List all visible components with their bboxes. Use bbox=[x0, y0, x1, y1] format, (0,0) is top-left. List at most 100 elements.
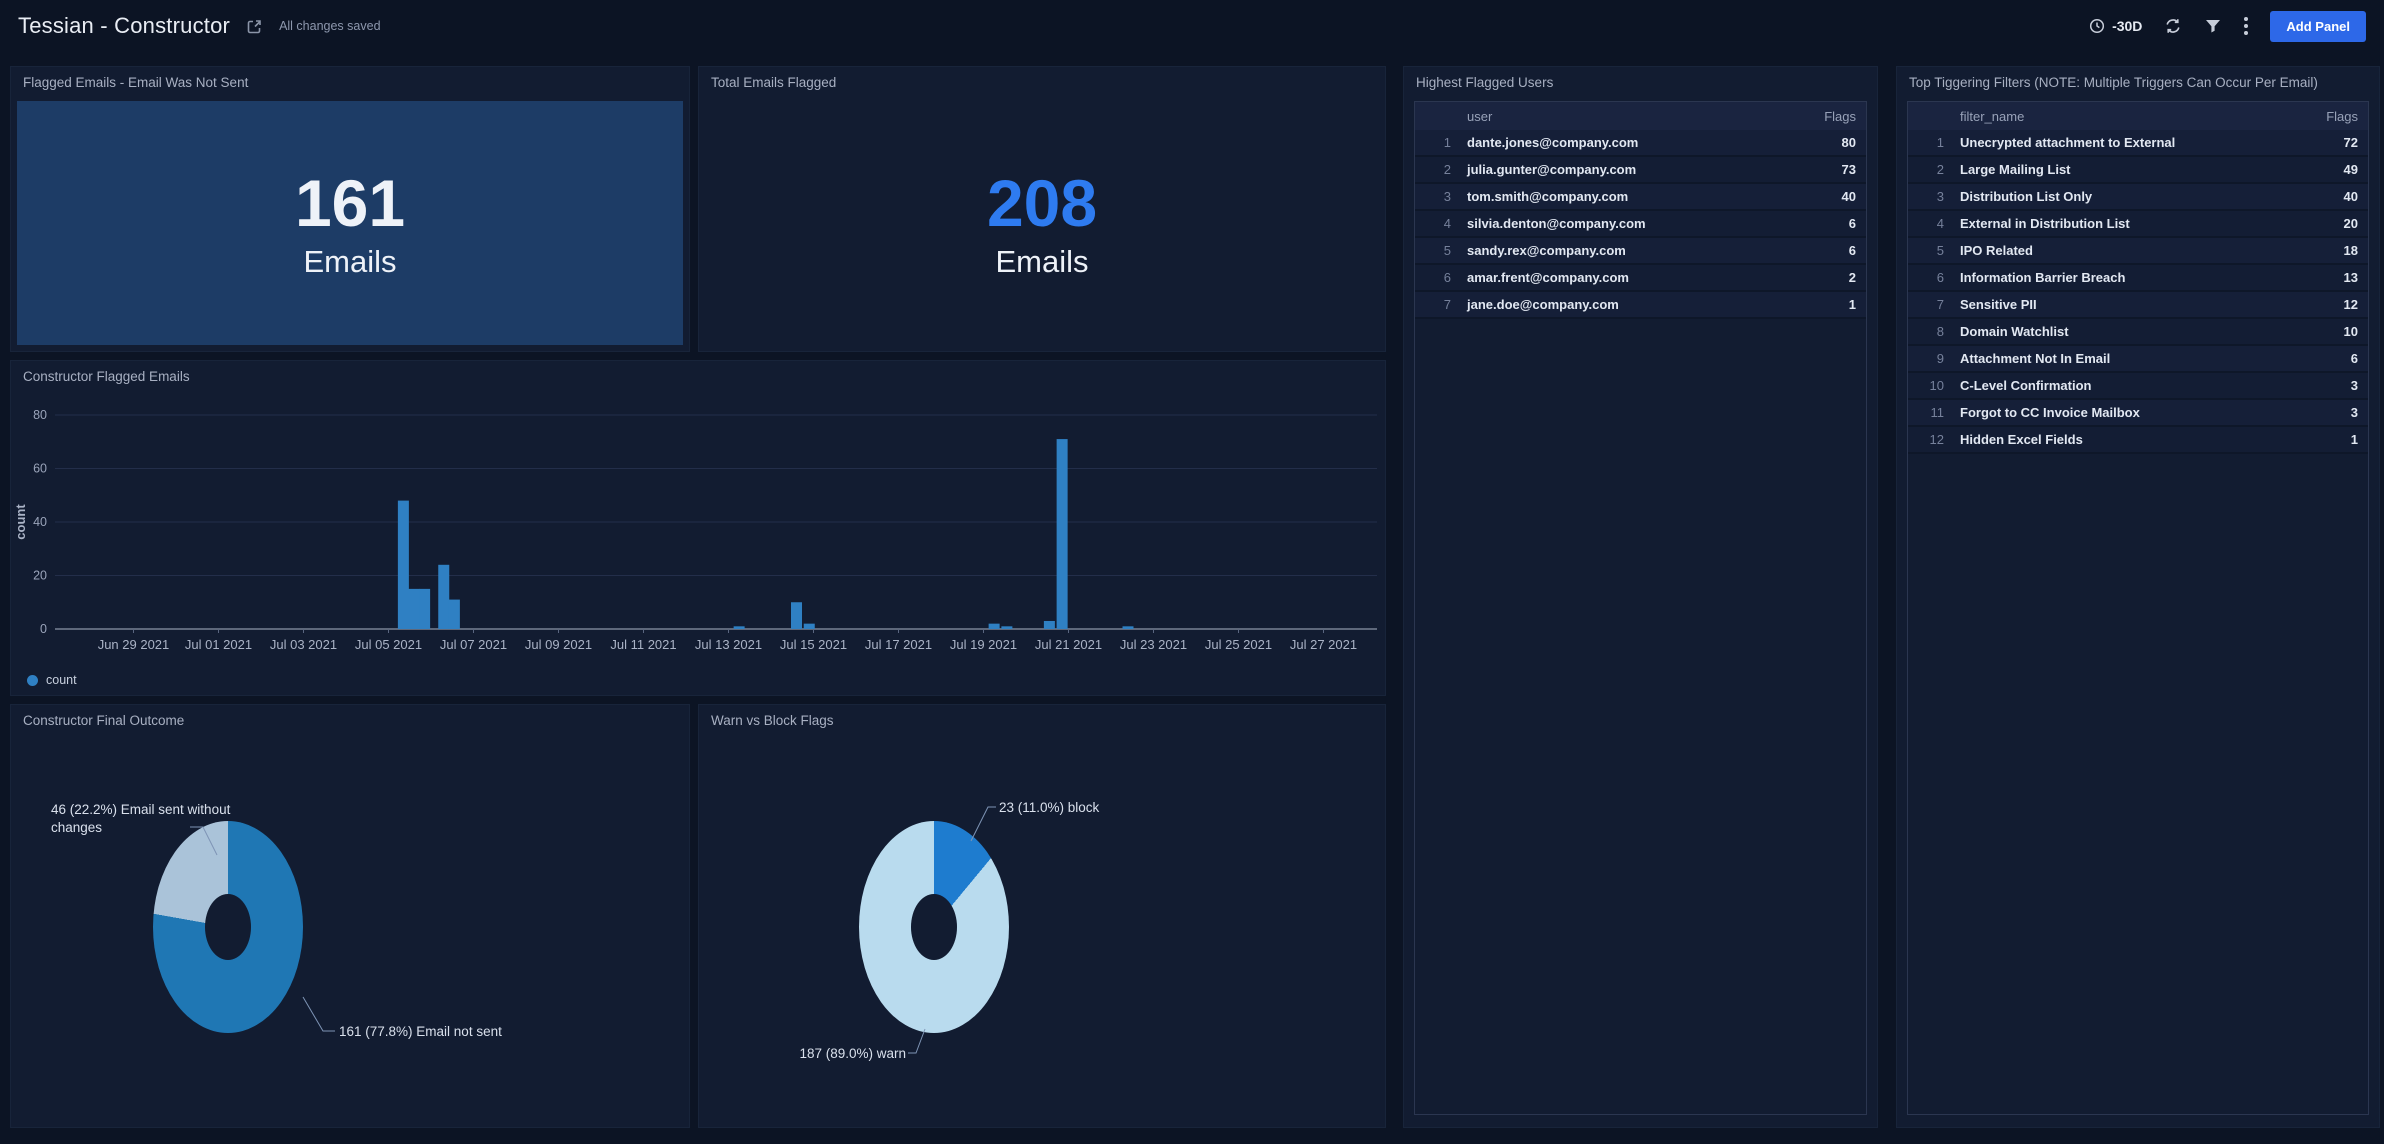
top-bar: Tessian - Constructor All changes saved … bbox=[0, 0, 2384, 52]
svg-text:Jul 07 2021: Jul 07 2021 bbox=[440, 637, 507, 652]
warn-block-donut-chart[interactable] bbox=[859, 821, 1009, 1033]
column-header-flags[interactable]: Flags bbox=[1796, 102, 1866, 130]
cell-flags: 3 bbox=[2298, 399, 2368, 427]
svg-text:Jul 09 2021: Jul 09 2021 bbox=[525, 637, 592, 652]
stat-value: 208 bbox=[986, 165, 1098, 240]
column-header-flags[interactable]: Flags bbox=[2298, 102, 2368, 130]
cell-flags: 18 bbox=[2298, 237, 2368, 265]
panel-constructor-flagged-emails: Constructor Flagged Emails 0 20 40 60 80 Jun … bbox=[10, 360, 1386, 696]
table-row: 5 sandy.rex@company.com 6 bbox=[1415, 237, 1866, 265]
legend-item-count[interactable]: count bbox=[27, 673, 77, 687]
stat-total-flagged: 208 Emails bbox=[705, 101, 1379, 345]
panel-title[interactable]: Constructor Final Outcome bbox=[23, 713, 185, 728]
callout-lines bbox=[190, 826, 335, 1032]
cell-flags: 13 bbox=[2298, 264, 2368, 292]
cell-idx: 7 bbox=[1908, 291, 1952, 319]
cell-flags: 1 bbox=[1796, 291, 1866, 319]
time-range-label: -30D bbox=[2112, 18, 2143, 34]
panel-title[interactable]: Warn vs Block Flags bbox=[711, 713, 834, 728]
stat-unit: Emails bbox=[303, 243, 397, 279]
kebab-menu-icon[interactable] bbox=[2244, 17, 2249, 35]
time-range-picker[interactable]: -30D bbox=[2089, 18, 2142, 34]
svg-text:Jul 21 2021: Jul 21 2021 bbox=[1035, 637, 1102, 652]
cell-flags: 6 bbox=[1796, 210, 1866, 238]
stat-unit: Emails bbox=[995, 243, 1089, 279]
table-row: 6 Information Barrier Breach 13 bbox=[1908, 264, 2368, 292]
cell-idx: 2 bbox=[1415, 156, 1459, 184]
cell-name: Attachment Not In Email bbox=[1952, 345, 2298, 373]
cell-flags: 20 bbox=[2298, 210, 2368, 238]
table-row: 2 Large Mailing List 49 bbox=[1908, 156, 2368, 184]
cell-flags: 3 bbox=[2298, 372, 2368, 400]
table-row: 1 Unecrypted attachment to External 72 bbox=[1908, 130, 2368, 157]
cell-idx: 2 bbox=[1908, 156, 1952, 184]
panel-title[interactable]: Total Emails Flagged bbox=[711, 75, 837, 90]
svg-text:Jul 03 2021: Jul 03 2021 bbox=[270, 637, 337, 652]
svg-text:20: 20 bbox=[33, 569, 47, 583]
cell-name: Forgot to CC Invoice Mailbox bbox=[1952, 399, 2298, 427]
dashboard-title: Tessian - Constructor bbox=[18, 13, 231, 38]
svg-text:Jul 01 2021: Jul 01 2021 bbox=[185, 637, 252, 652]
table-row: 8 Domain Watchlist 10 bbox=[1908, 318, 2368, 346]
cell-idx: 6 bbox=[1415, 264, 1459, 292]
cell-flags: 49 bbox=[2298, 156, 2368, 184]
cell-flags: 73 bbox=[1796, 156, 1866, 184]
svg-text:Jul 19 2021: Jul 19 2021 bbox=[950, 637, 1017, 652]
svg-text:Jul 17 2021: Jul 17 2021 bbox=[865, 637, 932, 652]
table-row: 4 silvia.denton@company.com 6 bbox=[1415, 210, 1866, 238]
cell-name: dante.jones@company.com bbox=[1459, 130, 1796, 157]
table-row: 4 External in Distribution List 20 bbox=[1908, 210, 2368, 238]
donut-hole bbox=[205, 894, 251, 960]
cell-idx: 6 bbox=[1908, 264, 1952, 292]
legend-label: count bbox=[46, 673, 77, 687]
cell-name: Domain Watchlist bbox=[1952, 318, 2298, 346]
cell-flags: 40 bbox=[2298, 183, 2368, 211]
cell-idx: 12 bbox=[1908, 426, 1952, 454]
panel-constructor-final-outcome: Constructor Final Outcome 46 (22.2%) Ema… bbox=[10, 704, 690, 1128]
cell-name: julia.gunter@company.com bbox=[1459, 156, 1796, 184]
filter-icon[interactable] bbox=[2204, 17, 2222, 35]
cell-name: amar.frent@company.com bbox=[1459, 264, 1796, 292]
cell-name: sandy.rex@company.com bbox=[1459, 237, 1796, 265]
table-row: 7 jane.doe@company.com 1 bbox=[1415, 291, 1866, 319]
share-icon[interactable] bbox=[246, 18, 263, 35]
panel-title[interactable]: Highest Flagged Users bbox=[1416, 75, 1554, 90]
column-header-user[interactable]: user bbox=[1459, 102, 1796, 130]
stat-flagged-not-sent: 161 Emails bbox=[17, 101, 683, 345]
table-row: 9 Attachment Not In Email 6 bbox=[1908, 345, 2368, 373]
cell-flags: 1 bbox=[2298, 426, 2368, 454]
final-outcome-donut-chart[interactable] bbox=[153, 821, 303, 1033]
cell-name: Unecrypted attachment to External bbox=[1952, 130, 2298, 157]
table-row: 6 amar.frent@company.com 2 bbox=[1415, 264, 1866, 292]
panel-title[interactable]: Top Tiggering Filters (NOTE: Multiple Tr… bbox=[1909, 75, 2318, 90]
cell-flags: 40 bbox=[1796, 183, 1866, 211]
cell-name: Hidden Excel Fields bbox=[1952, 426, 2298, 454]
pie-label-warn: 187 (89.0%) warn bbox=[799, 1046, 906, 1061]
table-row: 3 Distribution List Only 40 bbox=[1908, 183, 2368, 211]
pie-label-not-sent: 161 (77.8%) Email not sent bbox=[339, 1024, 502, 1039]
pie-label-block: 23 (11.0%) block bbox=[999, 800, 1100, 815]
svg-text:Jul 25 2021: Jul 25 2021 bbox=[1205, 637, 1272, 652]
stat-value: 161 bbox=[294, 165, 406, 240]
refresh-icon[interactable] bbox=[2164, 17, 2182, 35]
panel-title[interactable]: Flagged Emails - Email Was Not Sent bbox=[23, 75, 249, 90]
users-table: user Flags 1 dante.jones@company.com 80 2 ju… bbox=[1414, 101, 1867, 1115]
svg-text:Jul 13 2021: Jul 13 2021 bbox=[695, 637, 762, 652]
cell-idx: 5 bbox=[1908, 237, 1952, 265]
cell-flags: 6 bbox=[1796, 237, 1866, 265]
callout-lines bbox=[908, 806, 996, 1054]
pie-label-sent-without-changes: 46 (22.2%) Email sent without changes bbox=[51, 802, 231, 835]
filters-table: filter_name Flags 1 Unecrypted attachment… bbox=[1907, 101, 2369, 1115]
cell-idx: 3 bbox=[1908, 183, 1952, 211]
cell-name: Large Mailing List bbox=[1952, 156, 2298, 184]
cell-name: C-Level Confirmation bbox=[1952, 372, 2298, 400]
column-header-index[interactable] bbox=[1415, 102, 1459, 130]
column-header-filter-name[interactable]: filter_name bbox=[1952, 102, 2298, 130]
column-header-index[interactable] bbox=[1908, 102, 1952, 130]
cell-name: IPO Related bbox=[1952, 237, 2298, 265]
table-row: 11 Forgot to CC Invoice Mailbox 3 bbox=[1908, 399, 2368, 427]
panel-title[interactable]: Constructor Flagged Emails bbox=[23, 369, 190, 384]
add-panel-button[interactable]: Add Panel bbox=[2270, 10, 2366, 42]
cell-idx: 10 bbox=[1908, 372, 1952, 400]
